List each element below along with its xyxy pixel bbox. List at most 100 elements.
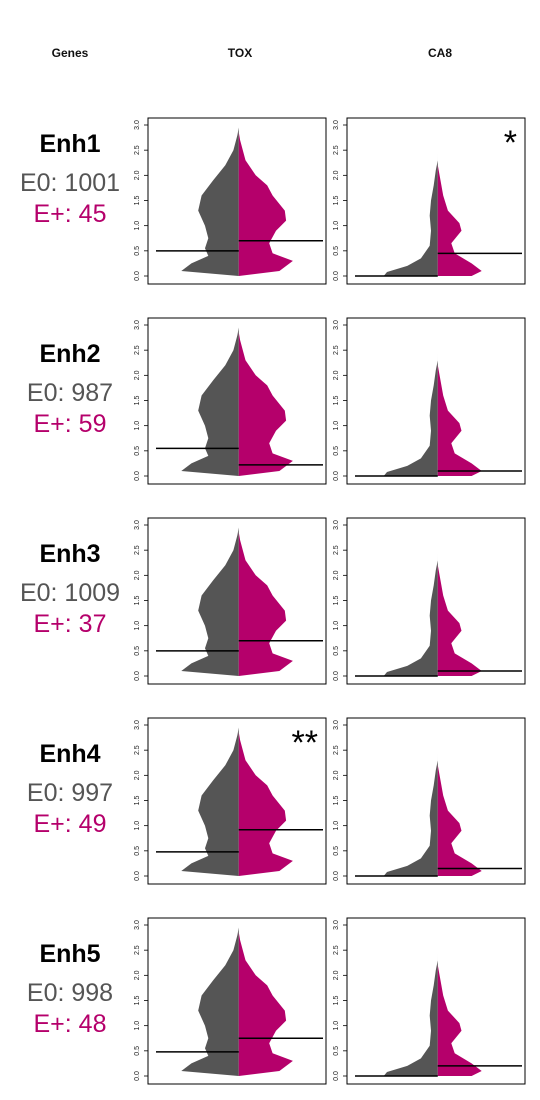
- row-label-enh5: Enh5 E0: 998 E+: 48: [0, 940, 140, 1039]
- y-tick-label: 2.0: [134, 770, 141, 780]
- significance-marker: **: [292, 724, 318, 762]
- y-tick-label: 1.0: [134, 1021, 141, 1031]
- violin-half-e0: [383, 152, 438, 276]
- y-tick-label: 1.5: [134, 796, 141, 806]
- y-tick-label: 0.0: [134, 271, 141, 281]
- y-tick-label: 2.5: [134, 545, 141, 555]
- y-tick-label: 1.0: [333, 621, 340, 631]
- enhancer-name: Enh5: [39, 940, 101, 968]
- y-tick-label: 0.5: [134, 1046, 141, 1056]
- violin-half-eplus: [238, 332, 293, 476]
- y-tick-label: 2.0: [134, 570, 141, 580]
- enhancer-name: Enh3: [39, 540, 101, 568]
- violin-half-e0: [181, 527, 239, 676]
- violin-half-e0: [383, 952, 438, 1076]
- y-tick-label: 0.5: [333, 846, 340, 856]
- violin-half-e0: [181, 727, 239, 876]
- violin-half-e0: [383, 752, 438, 876]
- y-tick-label: 3.0: [333, 720, 340, 730]
- y-tick-label: 1.0: [134, 221, 141, 231]
- y-tick-label: 1.5: [134, 996, 141, 1006]
- header-genes: Genes: [51, 46, 89, 60]
- e0-count: E0: 998: [26, 979, 114, 1007]
- e0-count: E0: 1009: [19, 579, 121, 607]
- violin-half-eplus: [437, 357, 482, 476]
- y-tick-label: 0.5: [134, 446, 141, 456]
- plot-frame: [346, 317, 526, 485]
- y-tick-label: 1.5: [333, 196, 340, 206]
- plot-frame: [147, 917, 327, 1085]
- row-label-enh4: Enh4 E0: 997 E+: 49: [0, 740, 140, 839]
- header-ca8: CA8: [427, 46, 453, 60]
- y-tick-label: 3.0: [134, 320, 141, 330]
- y-tick-label: 2.0: [134, 970, 141, 980]
- violin-half-e0: [181, 127, 239, 276]
- panel-enh5-ca8: 0.0 0.5 1.0 1.5 2.0 2.5 3.0: [333, 917, 526, 1085]
- y-tick-label: 0.5: [333, 646, 340, 656]
- y-tick-label: 0.5: [333, 446, 340, 456]
- y-tick-label: 2.5: [134, 945, 141, 955]
- y-tick-label: 3.0: [134, 520, 141, 530]
- y-tick-label: 3.0: [134, 720, 141, 730]
- y-tick-label: 2.0: [333, 770, 340, 780]
- y-tick-label: 2.5: [333, 345, 340, 355]
- plot-frame: [147, 117, 327, 285]
- plot-frame: [346, 917, 526, 1085]
- y-tick-label: 1.5: [333, 796, 340, 806]
- y-tick-label: 1.0: [333, 421, 340, 431]
- y-tick-label: 0.0: [333, 471, 340, 481]
- plot-frame: [346, 517, 526, 685]
- eplus-count: E+: 49: [33, 810, 107, 838]
- row-label-enh3: Enh3 E0: 1009 E+: 37: [0, 540, 140, 639]
- y-tick-label: 3.0: [333, 320, 340, 330]
- panel-enh5-tox: 0.0 0.5 1.0 1.5 2.0 2.5 3.0: [134, 917, 327, 1085]
- y-tick-label: 3.0: [134, 120, 141, 130]
- y-tick-label: 3.0: [333, 520, 340, 530]
- violin-half-eplus: [437, 957, 482, 1076]
- significance-marker: *: [504, 124, 517, 162]
- violin-half-eplus: [238, 532, 293, 676]
- y-tick-label: 0.5: [333, 1046, 340, 1056]
- panel-enh3-ca8: 0.0 0.5 1.0 1.5 2.0 2.5 3.0: [333, 517, 526, 685]
- panel-enh3-tox: 0.0 0.5 1.0 1.5 2.0 2.5 3.0: [134, 517, 327, 685]
- plot-frame: [147, 317, 327, 485]
- e0-count: E0: 997: [26, 779, 114, 807]
- row-label-enh2: Enh2 E0: 987 E+: 59: [0, 340, 140, 439]
- plot-frame: [147, 717, 327, 885]
- enhancer-name: Enh2: [39, 340, 101, 368]
- violin-half-eplus: [437, 757, 482, 876]
- y-tick-label: 2.0: [333, 970, 340, 980]
- y-tick-label: 1.5: [134, 596, 141, 606]
- panel-enh4-ca8: 0.0 0.5 1.0 1.5 2.0 2.5 3.0: [333, 717, 526, 885]
- y-tick-label: 0.0: [333, 671, 340, 681]
- y-tick-label: 1.0: [333, 1021, 340, 1031]
- y-tick-label: 2.5: [134, 745, 141, 755]
- enhancer-name: Enh1: [39, 130, 101, 158]
- enhancer-name: Enh4: [39, 740, 101, 768]
- violin-half-eplus: [437, 557, 482, 676]
- e0-count: E0: 1001: [19, 169, 121, 197]
- y-tick-label: 1.5: [333, 396, 340, 406]
- y-tick-label: 1.0: [134, 821, 141, 831]
- panel-enh1-ca8: 0.0 0.5 1.0 1.5 2.0 2.5 3.0 *: [333, 117, 526, 285]
- y-tick-label: 3.0: [333, 120, 340, 130]
- violin-half-e0: [383, 352, 438, 476]
- y-tick-label: 2.0: [134, 170, 141, 180]
- y-tick-label: 0.5: [134, 646, 141, 656]
- violin-half-eplus: [238, 132, 293, 276]
- y-tick-label: 2.5: [333, 945, 340, 955]
- y-tick-label: 2.0: [333, 170, 340, 180]
- y-tick-label: 0.0: [333, 1071, 340, 1081]
- y-tick-label: 1.5: [134, 396, 141, 406]
- y-tick-label: 0.5: [134, 246, 141, 256]
- y-tick-label: 2.5: [333, 545, 340, 555]
- violin-half-e0: [181, 927, 239, 1076]
- y-tick-label: 0.5: [333, 246, 340, 256]
- eplus-count: E+: 45: [33, 200, 107, 228]
- eplus-count: E+: 48: [33, 1010, 107, 1038]
- y-tick-label: 0.0: [134, 871, 141, 881]
- plot-frame: [346, 717, 526, 885]
- header-tox: TOX: [227, 46, 253, 60]
- y-tick-label: 1.5: [333, 596, 340, 606]
